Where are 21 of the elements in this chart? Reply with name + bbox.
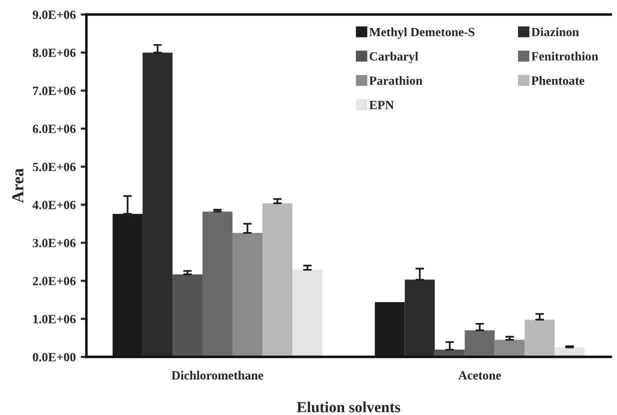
y-tick-label: 8.0E+06 — [32, 48, 76, 58]
x-tick-label: Acetone — [458, 371, 501, 380]
y-tick-label: 7.0E+06 — [33, 86, 76, 96]
legend-label: Diazinon — [531, 27, 579, 36]
y-tick-label: 6.0E+06 — [32, 124, 76, 134]
y-tick-label: 4.0E+06 — [32, 200, 76, 210]
legend-label: EPN — [369, 100, 394, 110]
legend-label: Methyl Demetone-S — [369, 27, 474, 39]
y-tick-label: 3.0E+06 — [32, 238, 76, 248]
y-tick-label: 0.0E+00 — [32, 352, 76, 362]
legend-label: Phentoate — [531, 76, 584, 85]
y-tick-label: 9.0E+06 — [32, 10, 76, 20]
y-tick-label: 5.0E+06 — [32, 162, 76, 172]
y-axis-title: Area — [12, 168, 24, 203]
legend-label: Carbaryl — [370, 52, 418, 64]
y-tick-label: 2.0E+06 — [32, 276, 76, 286]
x-tick-label: Dichloromethane — [172, 370, 264, 380]
legend-label: Parathion — [369, 76, 422, 85]
x-axis-title: Elution solvents — [296, 402, 400, 412]
y-tick-label: 1.0E+06 — [33, 314, 76, 324]
legend-label: Fenitrothion — [531, 52, 598, 61]
